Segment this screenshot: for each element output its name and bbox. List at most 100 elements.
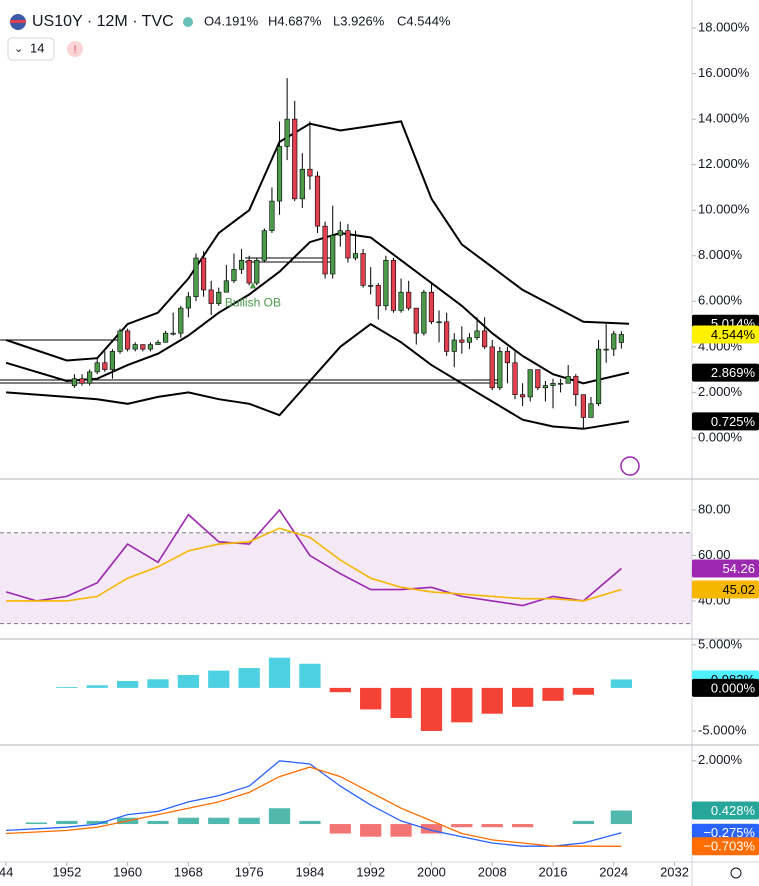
y-tick-label: 80.00 <box>698 501 731 516</box>
symbol: US10Y · 12M · TVC <box>32 13 174 30</box>
y-tick-label: -5.000% <box>698 722 747 737</box>
candle-body <box>413 307 419 334</box>
candle-body <box>345 230 351 259</box>
candle-body <box>428 291 435 323</box>
candle-body <box>406 291 412 309</box>
price-label: 0.000% <box>711 680 756 695</box>
histogram-bar <box>360 824 382 837</box>
price-label: 2.869% <box>711 365 756 380</box>
x-tick-label: 2000 <box>417 864 446 879</box>
y-tick-label: 10.000% <box>698 202 750 217</box>
y-tick-label: 60.00 <box>698 547 731 562</box>
price-label: 4.544% <box>711 327 756 342</box>
band-line <box>5 120 630 362</box>
candle-body <box>482 330 488 348</box>
price-label: −0.703% <box>703 839 755 854</box>
candle-body <box>550 382 556 386</box>
histogram-bar <box>86 820 108 825</box>
candle-body <box>451 339 457 352</box>
y-tick-label: 5.000% <box>698 636 743 651</box>
histogram-bar <box>147 820 169 825</box>
candle-body <box>223 280 229 293</box>
candle-body <box>71 378 78 386</box>
candle-body <box>307 168 313 177</box>
candle-body <box>611 333 617 350</box>
histogram-bar <box>208 670 230 688</box>
histogram-bar <box>451 687 473 723</box>
settings-icon[interactable] <box>730 867 742 879</box>
y-tick-label: 14.000% <box>698 111 750 126</box>
macd-line <box>6 760 622 847</box>
price-label-box <box>692 363 759 382</box>
candle-body <box>238 260 245 270</box>
y-tick-label: 2.000% <box>698 384 743 399</box>
candle-body <box>580 394 586 418</box>
candle-body <box>140 344 146 350</box>
indicator-line <box>5 508 622 607</box>
histogram-bar <box>511 687 534 707</box>
price-label-box <box>692 412 759 431</box>
y-tick-label: 0.000% <box>698 429 743 444</box>
price-label: 0.428% <box>711 803 756 818</box>
price-label-box <box>692 580 759 599</box>
candle-body <box>421 291 427 334</box>
flag-stripe <box>10 20 26 23</box>
candle-body <box>337 230 343 236</box>
band-line <box>6 322 630 430</box>
histogram-bar <box>572 687 595 695</box>
indicator-line <box>6 527 622 602</box>
candle-body <box>330 234 336 275</box>
histogram-bar <box>360 687 382 710</box>
histogram-bar <box>299 663 321 688</box>
price-label-box <box>692 559 759 578</box>
candle-body <box>459 339 465 343</box>
candle-body <box>368 285 374 287</box>
candle-body <box>542 385 548 389</box>
candle-body <box>200 257 207 291</box>
warning-icon[interactable] <box>67 41 83 57</box>
histogram-bar <box>86 685 108 688</box>
candle-body <box>390 260 397 311</box>
candle-body <box>292 118 298 200</box>
price-label-box <box>692 678 759 697</box>
candle-body <box>208 289 214 304</box>
indicator-count: 14 <box>30 40 44 55</box>
header: US10Y · 12M · TVC O4.191% H4.687% L3.926… <box>7 13 451 61</box>
price-label: 54.26 <box>722 561 755 576</box>
histogram-bar <box>420 687 443 731</box>
x-tick-label: 1952 <box>52 864 81 879</box>
y-tick-label: 2.000% <box>698 752 743 767</box>
candle-body <box>444 321 450 352</box>
candle-body <box>352 253 359 259</box>
candle-body <box>284 118 290 147</box>
histogram-bar <box>390 687 412 719</box>
x-tick-label: 2024 <box>599 864 628 879</box>
x-tick-label: 1992 <box>356 864 385 879</box>
price-label-box <box>692 325 759 344</box>
candle-body <box>117 330 123 352</box>
candle-body <box>595 348 602 405</box>
candle-body <box>276 146 283 202</box>
candle-body <box>109 351 116 370</box>
histogram-bar <box>238 817 260 825</box>
chevron: ⌄ <box>14 43 23 55</box>
histogram-bar <box>329 824 351 834</box>
candle-body <box>618 334 624 343</box>
candle-body <box>504 351 510 364</box>
candle-body <box>216 291 222 304</box>
histogram-bar <box>268 657 291 688</box>
candle-body <box>383 260 389 307</box>
candle-body <box>246 260 252 284</box>
histogram-bar <box>420 824 443 834</box>
y-tick-label: 6.000% <box>698 293 743 308</box>
candle-body <box>178 307 184 334</box>
ohlc-high: H4.687% <box>268 13 322 28</box>
alert-icon[interactable] <box>620 456 640 476</box>
histogram-bar <box>572 820 595 825</box>
y-tick-label: 12.000% <box>698 156 750 171</box>
x-tick-label: 44 <box>0 864 13 879</box>
x-tick-label: 2032 <box>660 864 689 879</box>
indicator-toggle[interactable] <box>7 37 55 61</box>
histogram-bar <box>390 824 412 837</box>
